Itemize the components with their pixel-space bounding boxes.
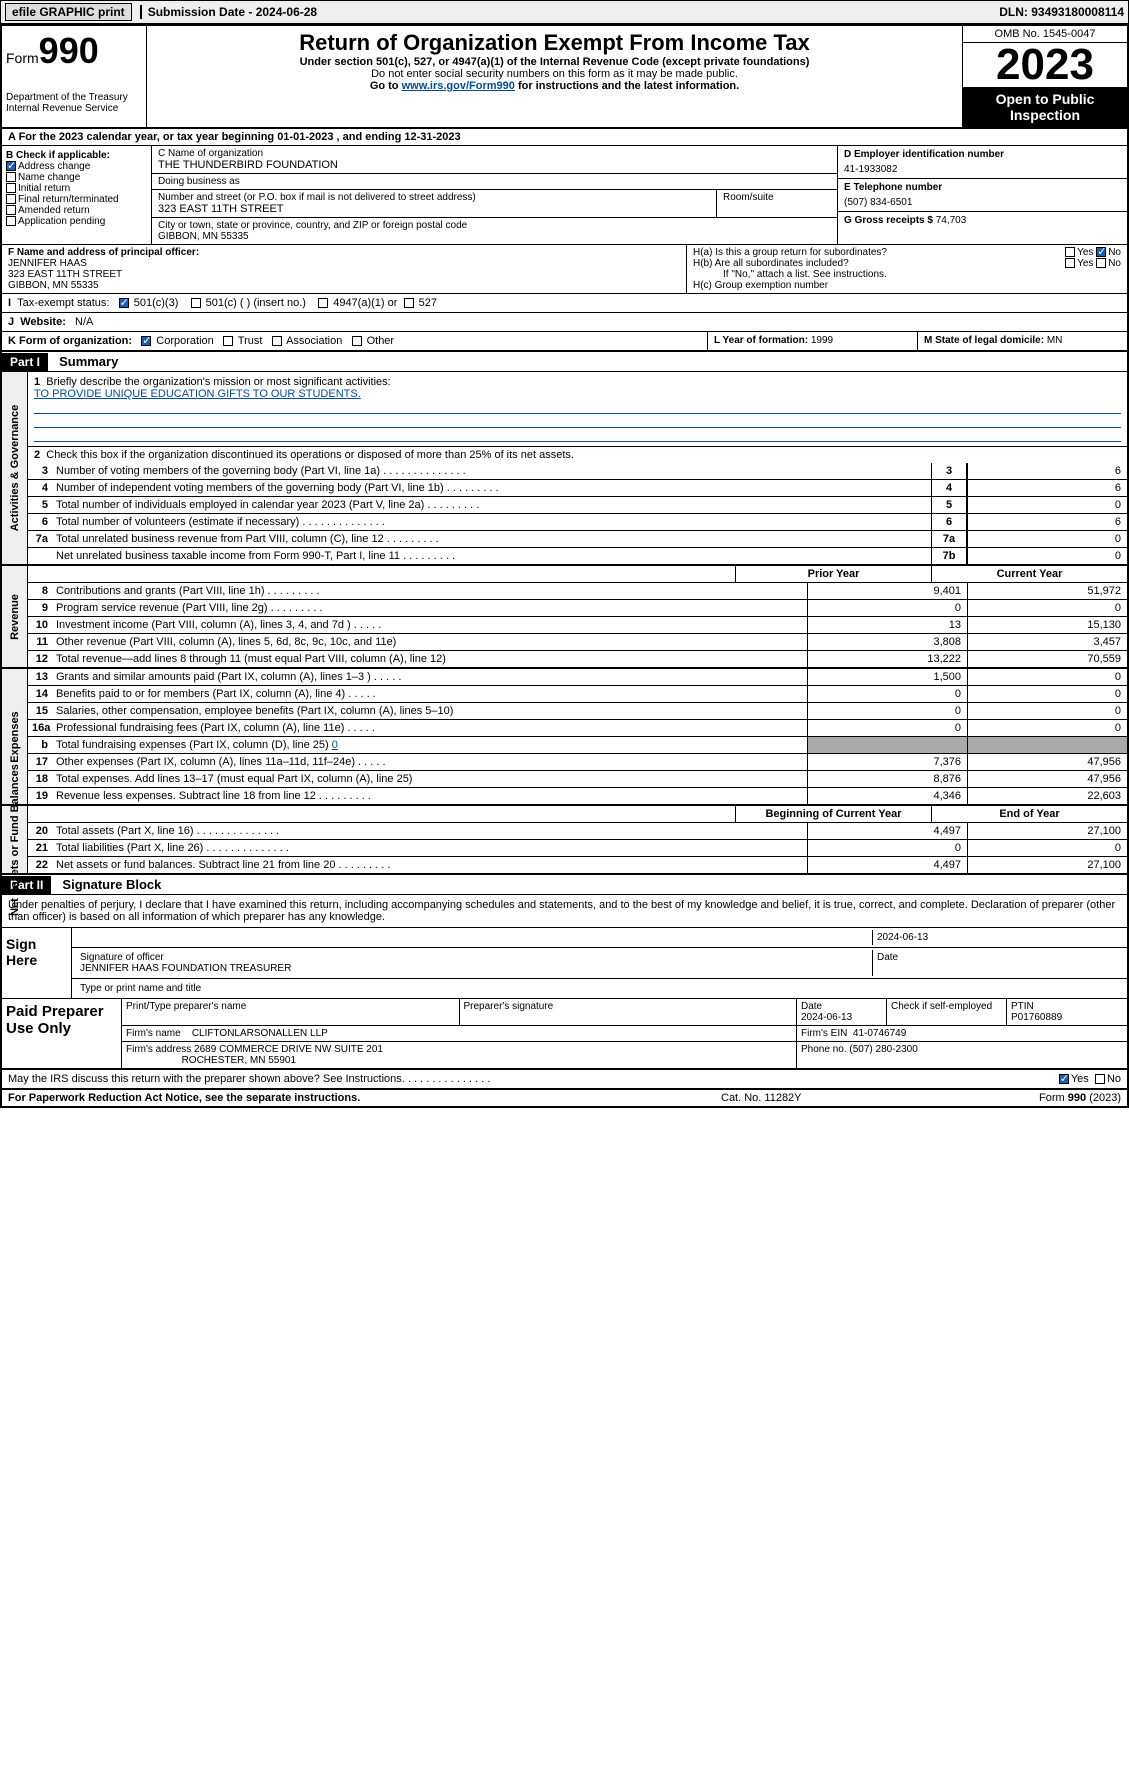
gross-receipts: 74,703 [936, 215, 967, 226]
firm-addr1: 2689 COMMERCE DRIVE NW SUITE 201 [194, 1044, 383, 1055]
perjury-statement: Under penalties of perjury, I declare th… [2, 895, 1127, 928]
row-a-tax-year: A For the 2023 calendar year, or tax yea… [2, 129, 1127, 146]
discuss-yes[interactable] [1059, 1074, 1069, 1084]
form-container: Form990 Department of the Treasury Inter… [0, 24, 1129, 1108]
top-toolbar: efile GRAPHIC print Submission Date - 20… [0, 0, 1129, 24]
side-activities-governance: Activities & Governance [9, 405, 21, 532]
efile-print-button[interactable]: efile GRAPHIC print [5, 3, 132, 21]
paperwork-notice: For Paperwork Reduction Act Notice, see … [8, 1092, 721, 1104]
irs-link[interactable]: www.irs.gov/Form990 [402, 80, 515, 92]
org-name: THE THUNDERBIRD FOUNDATION [158, 159, 338, 171]
open-public-inspection: Open to Public Inspection [963, 87, 1127, 127]
org-name-label: C Name of organization [158, 148, 831, 159]
submission-date: Submission Date - 2024-06-28 [140, 5, 317, 19]
hb-yes[interactable] [1065, 258, 1075, 268]
side-revenue: Revenue [9, 594, 21, 640]
side-net-assets: Net Assets or Fund Balances [9, 764, 21, 916]
form-title: Return of Organization Exempt From Incom… [153, 30, 956, 56]
v7b: 0 [967, 548, 1127, 564]
chk-assoc[interactable] [272, 336, 282, 346]
firm-name: CLIFTONLARSONALLEN LLP [192, 1028, 328, 1039]
website: N/A [75, 316, 93, 328]
ha-yes[interactable] [1065, 247, 1075, 257]
chk-corp[interactable] [141, 336, 151, 346]
tax-year: 2023 [963, 43, 1127, 87]
dept-treasury: Department of the Treasury [6, 92, 142, 103]
ein: 41-1933082 [844, 160, 1121, 175]
firm-addr2: ROCHESTER, MN 55901 [182, 1055, 296, 1066]
chk-amended-return[interactable]: Amended return [6, 205, 147, 216]
v4: 6 [967, 480, 1127, 496]
dln: DLN: 93493180008114 [999, 5, 1124, 19]
ha-no[interactable] [1096, 247, 1106, 257]
officer-city: GIBBON, MN 55335 [8, 280, 680, 291]
irs-label: Internal Revenue Service [6, 103, 142, 114]
firm-phone: (507) 280-2300 [849, 1044, 917, 1055]
side-expenses: Expenses [9, 711, 21, 762]
chk-application-pending[interactable]: Application pending [6, 216, 147, 227]
ptin: P01760889 [1011, 1012, 1062, 1023]
v5: 0 [967, 497, 1127, 513]
firm-ein: 41-0746749 [853, 1028, 906, 1039]
chk-address-change[interactable]: Address change [6, 161, 147, 172]
year-formation: 1999 [811, 335, 833, 346]
chk-initial-return[interactable]: Initial return [6, 183, 147, 194]
sign-here-label: Sign Here [2, 928, 72, 998]
chk-527[interactable] [404, 298, 414, 308]
form-footer: Form 990 (2023) [921, 1092, 1121, 1104]
city-state-zip: GIBBON, MN 55335 [158, 231, 249, 242]
chk-4947[interactable] [318, 298, 328, 308]
officer-name: JENNIFER HAAS [8, 258, 680, 269]
nossn-note: Do not enter social security numbers on … [153, 68, 956, 80]
hb-no[interactable] [1096, 258, 1106, 268]
section-b-checkboxes: B Check if applicable: Address change Na… [2, 146, 152, 244]
chk-other[interactable] [352, 336, 362, 346]
officer-street: 323 EAST 11TH STREET [8, 269, 680, 280]
form-subtitle: Under section 501(c), 527, or 4947(a)(1)… [153, 56, 956, 68]
officer-signature-name: JENNIFER HAAS FOUNDATION TREASURER [80, 963, 291, 974]
chk-name-change[interactable]: Name change [6, 172, 147, 183]
chk-trust[interactable] [223, 336, 233, 346]
state-domicile: MN [1047, 335, 1063, 346]
form-label: Form [6, 50, 39, 66]
dba-label: Doing business as [158, 176, 831, 187]
part1-header: Part I [2, 353, 48, 371]
chk-final-return[interactable]: Final return/terminated [6, 194, 147, 205]
part2-title: Signature Block [54, 875, 169, 894]
mission-text: TO PROVIDE UNIQUE EDUCATION GIFTS TO OUR… [34, 388, 361, 400]
v7a: 0 [967, 531, 1127, 547]
part1-title: Summary [51, 352, 126, 371]
street-address: 323 EAST 11TH STREET [158, 203, 284, 215]
chk-501c[interactable] [191, 298, 201, 308]
cat-no: Cat. No. 11282Y [721, 1092, 921, 1104]
v3: 6 [967, 463, 1127, 479]
paid-preparer-label: Paid Preparer Use Only [2, 999, 122, 1068]
telephone: (507) 834-6501 [844, 193, 1121, 208]
v6: 6 [967, 514, 1127, 530]
chk-501c3[interactable] [119, 298, 129, 308]
discuss-no[interactable] [1095, 1074, 1105, 1084]
form-number: 990 [39, 30, 99, 71]
